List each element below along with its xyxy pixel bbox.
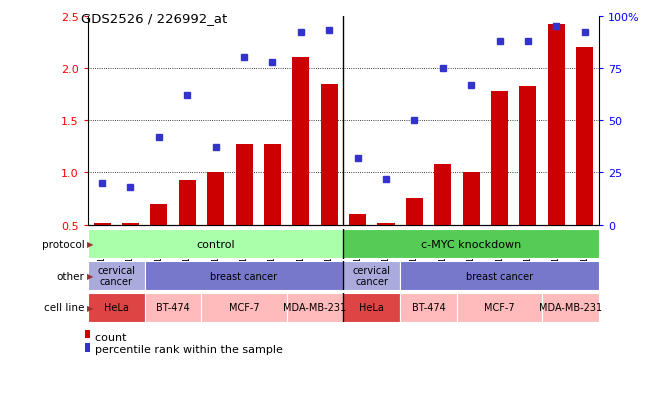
Bar (207, 173, 224, 225)
Text: percentile rank within the sample: percentile rank within the sample (88, 344, 283, 354)
Text: BT-474: BT-474 (411, 303, 445, 313)
Bar (378, 223, 395, 225)
Bar (542, 293, 599, 322)
Text: BT-474: BT-474 (156, 303, 190, 313)
Bar (434, 165, 451, 225)
Text: protocol: protocol (42, 239, 85, 249)
Bar (321, 84, 338, 225)
Bar (548, 25, 565, 225)
Bar (85, 344, 90, 352)
Bar (457, 293, 542, 322)
Bar (150, 204, 167, 225)
Text: breast cancer: breast cancer (466, 271, 533, 281)
Text: other: other (57, 271, 85, 281)
Text: cervical
cancer: cervical cancer (97, 265, 135, 287)
Bar (406, 199, 423, 225)
Text: MCF-7: MCF-7 (229, 303, 259, 313)
Bar (344, 261, 400, 290)
Bar (292, 58, 309, 225)
Bar (400, 261, 599, 290)
Bar (145, 293, 201, 322)
Bar (491, 92, 508, 225)
Text: ▶: ▶ (87, 271, 93, 280)
Text: breast cancer: breast cancer (210, 271, 277, 281)
Bar (88, 230, 344, 259)
Text: cervical
cancer: cervical cancer (353, 265, 391, 287)
Text: GDS2526 / 226992_at: GDS2526 / 226992_at (81, 12, 228, 25)
Bar (286, 293, 344, 322)
Text: MDA-MB-231: MDA-MB-231 (539, 303, 602, 313)
Bar (236, 145, 253, 225)
Text: ▶: ▶ (87, 303, 93, 312)
Bar (576, 48, 593, 225)
Bar (344, 230, 599, 259)
Bar (201, 293, 286, 322)
Bar (344, 293, 400, 322)
Bar (264, 145, 281, 225)
Bar (88, 293, 145, 322)
Text: cell line: cell line (44, 303, 85, 313)
Bar (400, 293, 457, 322)
Bar (88, 261, 145, 290)
Text: HeLa: HeLa (359, 303, 384, 313)
Text: count: count (88, 332, 126, 342)
Text: ▶: ▶ (87, 240, 93, 249)
Text: MDA-MB-231: MDA-MB-231 (283, 303, 346, 313)
Text: c-MYC knockdown: c-MYC knockdown (421, 239, 521, 249)
Bar (179, 180, 196, 225)
Bar (145, 261, 344, 290)
Text: MCF-7: MCF-7 (484, 303, 515, 313)
Bar (122, 223, 139, 225)
Bar (519, 86, 536, 225)
Bar (94, 223, 111, 225)
Text: control: control (197, 239, 235, 249)
Bar (463, 173, 480, 225)
Bar (85, 330, 90, 339)
Text: HeLa: HeLa (104, 303, 129, 313)
Bar (349, 215, 366, 225)
